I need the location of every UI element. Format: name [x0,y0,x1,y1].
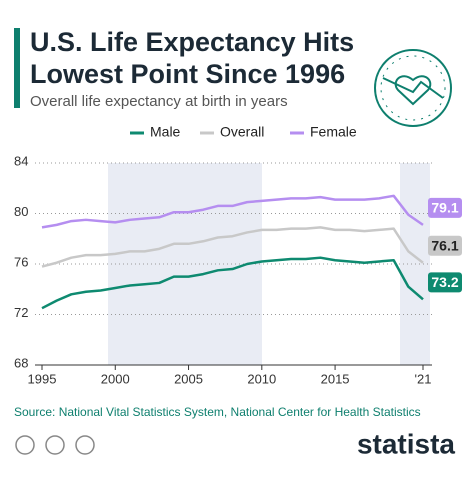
title-bar [14,28,20,108]
subtitle: Overall life expectancy at birth in year… [30,93,288,110]
shaded-band [108,163,262,365]
heart-icon [374,49,452,127]
legend-label: Male [150,124,181,140]
legend-label: Overall [220,124,264,140]
line-series [41,256,424,310]
y-tick-label: 80 [14,204,28,219]
end-label-box [428,197,462,218]
chart-title: Lowest Point Since 1996 [30,59,345,89]
brand: statista [357,428,455,459]
x-tick-label: 2005 [174,371,203,386]
y-tick-label: 68 [14,355,28,370]
line-series [41,194,424,229]
y-tick-label: 76 [14,254,28,269]
line-series [41,226,424,268]
end-label: 73.2 [431,274,458,290]
end-label: 79.1 [431,200,458,216]
end-label-box [428,235,462,256]
x-tick-label: 2015 [321,371,350,386]
x-tick-label: 2010 [247,371,276,386]
y-tick-label: 72 [14,305,28,320]
x-tick-label: 1995 [28,371,57,386]
end-label: 76.1 [431,237,458,253]
x-tick-label: 2000 [101,371,130,386]
license-icons [15,435,95,455]
chart-title: U.S. Life Expectancy Hits [30,27,354,57]
x-tick-label: '21 [415,371,432,386]
source: Source: National Vital Statistics System… [14,405,421,419]
legend-label: Female [310,124,357,140]
y-tick-label: 84 [14,153,28,168]
end-label-box [428,272,462,293]
